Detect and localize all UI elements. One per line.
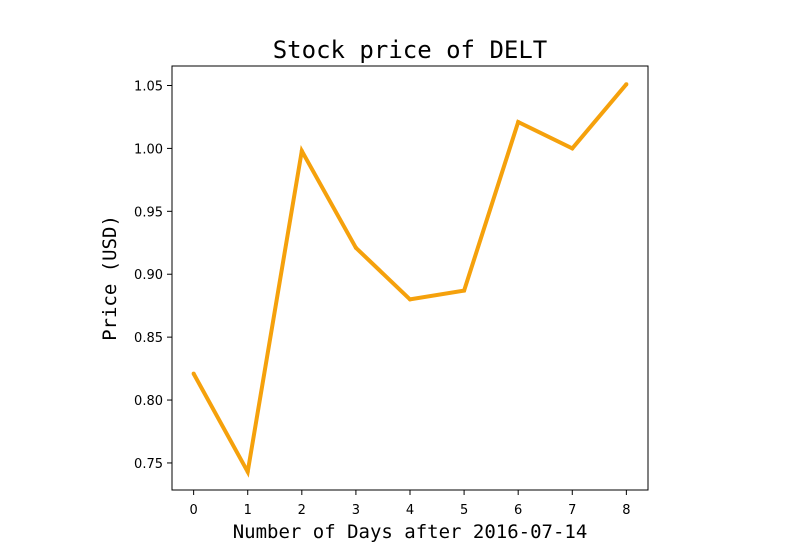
series-layer	[191, 82, 629, 478]
data-point	[245, 469, 250, 474]
data-point	[516, 119, 521, 124]
y-tick-label: 0.95	[134, 205, 163, 220]
data-point	[191, 371, 196, 376]
data-point	[624, 82, 629, 87]
x-tick-label: 6	[514, 503, 522, 518]
x-axis-label: Number of Days after 2016-07-14	[233, 521, 588, 543]
x-axis: 0 1 2 3 4 5 6 7 8	[189, 490, 631, 518]
x-tick-label: 4	[406, 503, 414, 518]
y-tick-label: 0.75	[134, 457, 163, 472]
data-point	[462, 288, 467, 293]
data-point	[353, 245, 358, 250]
x-tick-label: 0	[189, 503, 197, 518]
x-tick-label: 3	[352, 503, 360, 518]
y-tick-label: 0.80	[134, 394, 163, 409]
x-tick-label: 8	[622, 503, 630, 518]
x-tick-label: 2	[298, 503, 306, 518]
y-tick-label: 1.00	[134, 142, 163, 157]
series-line	[191, 82, 628, 478]
y-axis-label: Price (USD)	[99, 215, 121, 341]
x-tick-label: 7	[568, 503, 576, 518]
x-tick-label: 5	[460, 503, 468, 518]
y-tick-label: 0.85	[134, 331, 163, 346]
chart-title: Stock price of DELT	[273, 36, 548, 64]
data-point	[570, 146, 575, 151]
plot-area	[171, 65, 649, 491]
y-tick-label: 0.90	[134, 268, 163, 283]
y-axis: 0.75 0.80 0.85 0.90 0.95 1.00 1.05	[134, 80, 172, 472]
data-point	[408, 297, 412, 302]
data-point	[299, 148, 304, 153]
y-tick-label: 1.05	[134, 80, 163, 95]
x-tick-label: 1	[244, 503, 252, 518]
